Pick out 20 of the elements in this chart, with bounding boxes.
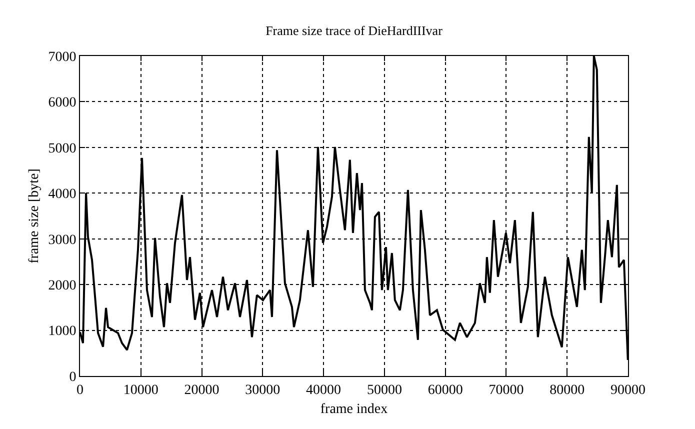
y-tick-label: 6000 (48, 96, 76, 111)
x-tick-label: 10000 (123, 382, 158, 398)
x-tick-label: 40000 (306, 382, 342, 398)
x-tick-label: 20000 (184, 382, 220, 398)
y-tick-label: 7000 (48, 50, 76, 65)
y-tick-label: 2000 (48, 278, 76, 294)
x-tick-label: 90000 (610, 382, 646, 398)
x-tick-label: 60000 (428, 382, 463, 398)
y-tick-label: 1000 (48, 324, 76, 340)
chart-title: Frame size trace of DieHardIIIvar (266, 22, 444, 38)
x-tick-label: 70000 (488, 382, 524, 398)
x-axis-title: frame index (320, 402, 388, 418)
y-tick-label: 4000 (48, 187, 76, 202)
y-tick-label: 0 (69, 370, 76, 385)
x-tick-label: 80000 (550, 382, 585, 398)
y-tick-label: 3000 (48, 232, 76, 248)
x-tick-label: 50000 (366, 382, 402, 398)
x-tick-label: 30000 (245, 382, 280, 398)
y-tick-label: 5000 (48, 141, 76, 156)
y-axis-title: frame size [byte] (26, 168, 42, 264)
